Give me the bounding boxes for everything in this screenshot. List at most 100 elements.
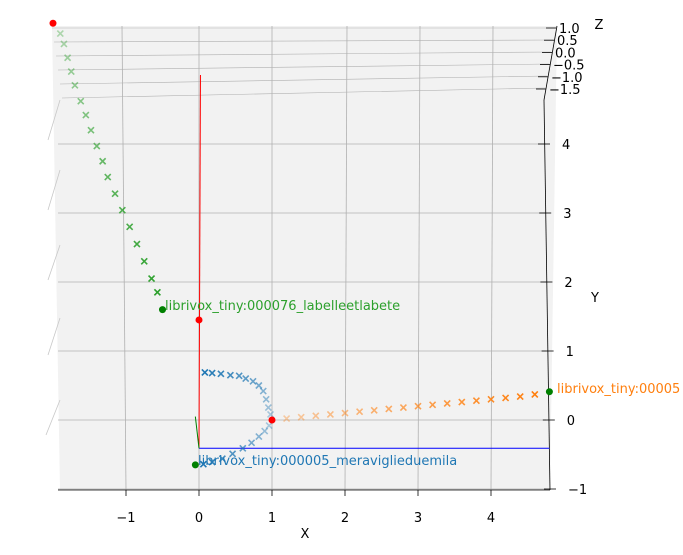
end-marker xyxy=(545,388,553,396)
data-point xyxy=(259,387,267,395)
data-point xyxy=(218,455,226,463)
back-pane xyxy=(52,26,557,490)
data-point xyxy=(370,406,378,414)
data-point xyxy=(153,288,161,296)
data-point xyxy=(126,223,134,231)
data-point xyxy=(326,410,334,419)
text-labels: X Y Z librivox_tiny:000005_meravigliedue… xyxy=(116,18,680,542)
end-marker xyxy=(159,306,166,314)
data-point-stroke xyxy=(67,67,75,76)
data-point-stroke xyxy=(283,415,291,423)
data-point-stroke xyxy=(64,54,72,62)
data-point-stroke xyxy=(259,387,267,395)
data-point-stroke xyxy=(297,413,305,421)
data-point-stroke xyxy=(255,432,263,441)
data-point xyxy=(531,390,539,399)
x-tick-label: 0 xyxy=(195,511,203,526)
data-point-stroke xyxy=(312,412,320,420)
data-point-stroke xyxy=(77,97,85,105)
data-point xyxy=(77,97,85,105)
z-axis-line xyxy=(543,25,558,101)
data-point xyxy=(297,413,305,421)
data-point-stroke xyxy=(443,399,451,408)
x-tick-label: 2 xyxy=(341,511,349,526)
start-marker xyxy=(195,316,203,324)
origin-y-axis xyxy=(198,74,201,449)
data-point xyxy=(104,173,112,181)
y-tick-label: 0 xyxy=(567,414,575,429)
data-point-stroke xyxy=(82,111,90,119)
data-point-stroke xyxy=(341,409,349,417)
grid-line-x xyxy=(490,25,494,491)
data-point-stroke xyxy=(208,369,216,377)
data-point-stroke xyxy=(247,439,256,447)
data-point-stroke xyxy=(385,405,393,413)
data-point-stroke xyxy=(87,126,95,134)
data-point-stroke xyxy=(262,395,270,403)
data-point-stroke xyxy=(99,157,107,165)
data-point-stroke xyxy=(199,460,207,468)
data-point xyxy=(217,370,225,378)
data-point-stroke xyxy=(429,401,437,409)
data-point xyxy=(255,432,263,441)
data-point-stroke xyxy=(264,404,272,412)
data-point xyxy=(262,395,270,403)
data-point-stroke xyxy=(239,444,247,452)
data-point-stroke xyxy=(326,410,334,419)
data-point-stroke xyxy=(487,395,495,403)
data-point-stroke xyxy=(262,395,270,403)
z-tick-label: −1.5 xyxy=(549,83,581,98)
data-point xyxy=(71,81,79,89)
grid-line-z xyxy=(55,51,552,57)
annotation-orange: librivox_tiny:00005 xyxy=(557,382,680,397)
data-point xyxy=(399,404,407,412)
data-point xyxy=(239,444,247,452)
data-point-stroke xyxy=(111,190,119,198)
data-point xyxy=(242,375,250,383)
data-point xyxy=(247,439,256,447)
grid-line-side xyxy=(47,244,61,281)
data-point xyxy=(226,371,234,379)
x-tick-label: 1 xyxy=(268,511,276,526)
data-point xyxy=(60,40,68,48)
data-point xyxy=(385,405,393,413)
y-axis-label: Y xyxy=(590,291,599,306)
grid-line-side xyxy=(47,99,61,141)
y-tick-label: 1 xyxy=(566,345,574,360)
data-point xyxy=(208,458,216,466)
data-point-stroke xyxy=(249,377,257,385)
data-point xyxy=(229,450,237,458)
data-point-stroke xyxy=(217,370,225,378)
data-point-stroke xyxy=(104,173,112,181)
y-axis-line xyxy=(543,99,551,491)
data-point-stroke xyxy=(67,67,75,76)
data-point-stroke xyxy=(56,30,64,38)
data-point-stroke xyxy=(266,410,275,419)
end-marker xyxy=(191,461,199,469)
z-tick-label: −1.0 xyxy=(551,71,583,86)
data-point xyxy=(341,409,349,417)
data-point xyxy=(56,30,64,38)
data-point xyxy=(67,67,75,76)
data-point-stroke xyxy=(399,404,407,412)
data-point xyxy=(283,415,291,423)
data-point-stroke xyxy=(208,458,216,466)
grid-line-side xyxy=(45,399,61,436)
data-point-stroke xyxy=(472,397,480,405)
data-point xyxy=(255,381,263,390)
x-axis-label: X xyxy=(301,527,310,542)
y-tick-label: 3 xyxy=(563,207,571,222)
data-point-stroke xyxy=(264,404,272,412)
data-point-stroke xyxy=(266,410,275,419)
data-point xyxy=(140,257,148,265)
data-point-stroke xyxy=(414,402,422,410)
z-tick-label: 0.5 xyxy=(557,34,578,49)
data-point-stroke xyxy=(60,40,68,48)
start-marker xyxy=(49,19,57,27)
grid-line-x xyxy=(121,25,127,491)
y-tick-label: 2 xyxy=(564,276,572,291)
data-point xyxy=(118,206,126,214)
grid-line-x xyxy=(417,25,421,491)
data-point-stroke xyxy=(283,415,291,423)
